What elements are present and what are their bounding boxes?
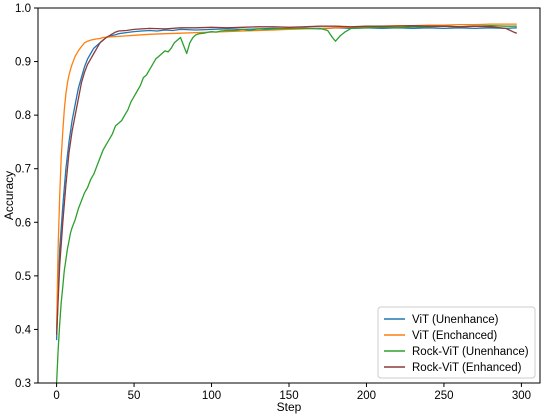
legend-entry: Rock-ViT (Enhanced) — [412, 362, 522, 374]
series-layer — [55, 23, 518, 383]
y-tick-label: 0.6 — [15, 217, 31, 229]
x-tick-label: 0 — [53, 390, 59, 402]
y-tick-label: 1.0 — [15, 3, 31, 15]
y-tick-label: 0.4 — [15, 324, 32, 336]
x-tick-label: 200 — [357, 390, 376, 402]
legend-box — [377, 306, 536, 379]
x-axis: 0 50 100 150 200 250 300 — [53, 383, 531, 402]
series-line-3 — [55, 25, 517, 383]
y-tick-label: 0.7 — [15, 164, 31, 176]
y-tick-label: 0.9 — [15, 57, 31, 69]
series-line-1 — [55, 27, 517, 341]
legend: ViT (Unenhance) ViT (Enchanced) Rock-ViT (… — [377, 306, 536, 379]
x-tick-label: 300 — [512, 390, 531, 402]
x-tick-label: 150 — [279, 390, 298, 402]
series-line-4 — [55, 25, 518, 335]
legend-entry: ViT (Unenhance) — [412, 314, 499, 326]
legend-entry: ViT (Enchanced) — [412, 330, 497, 342]
x-tick-label: 50 — [128, 390, 141, 402]
y-axis-label: Accuracy — [2, 171, 16, 220]
series-line-2 — [55, 23, 517, 330]
y-tick-label: 0.5 — [15, 271, 31, 283]
legend-entry: Rock-ViT (Unenhance) — [412, 346, 529, 358]
x-tick-label: 100 — [202, 390, 221, 402]
y-tick-label: 0.3 — [15, 378, 31, 390]
x-axis-label: Step — [277, 400, 302, 414]
y-tick-label: 0.8 — [15, 110, 31, 122]
x-tick-label: 250 — [434, 390, 453, 402]
y-axis: 0.3 0.4 0.5 0.6 0.7 0.8 0.9 1.0 — [15, 3, 38, 390]
